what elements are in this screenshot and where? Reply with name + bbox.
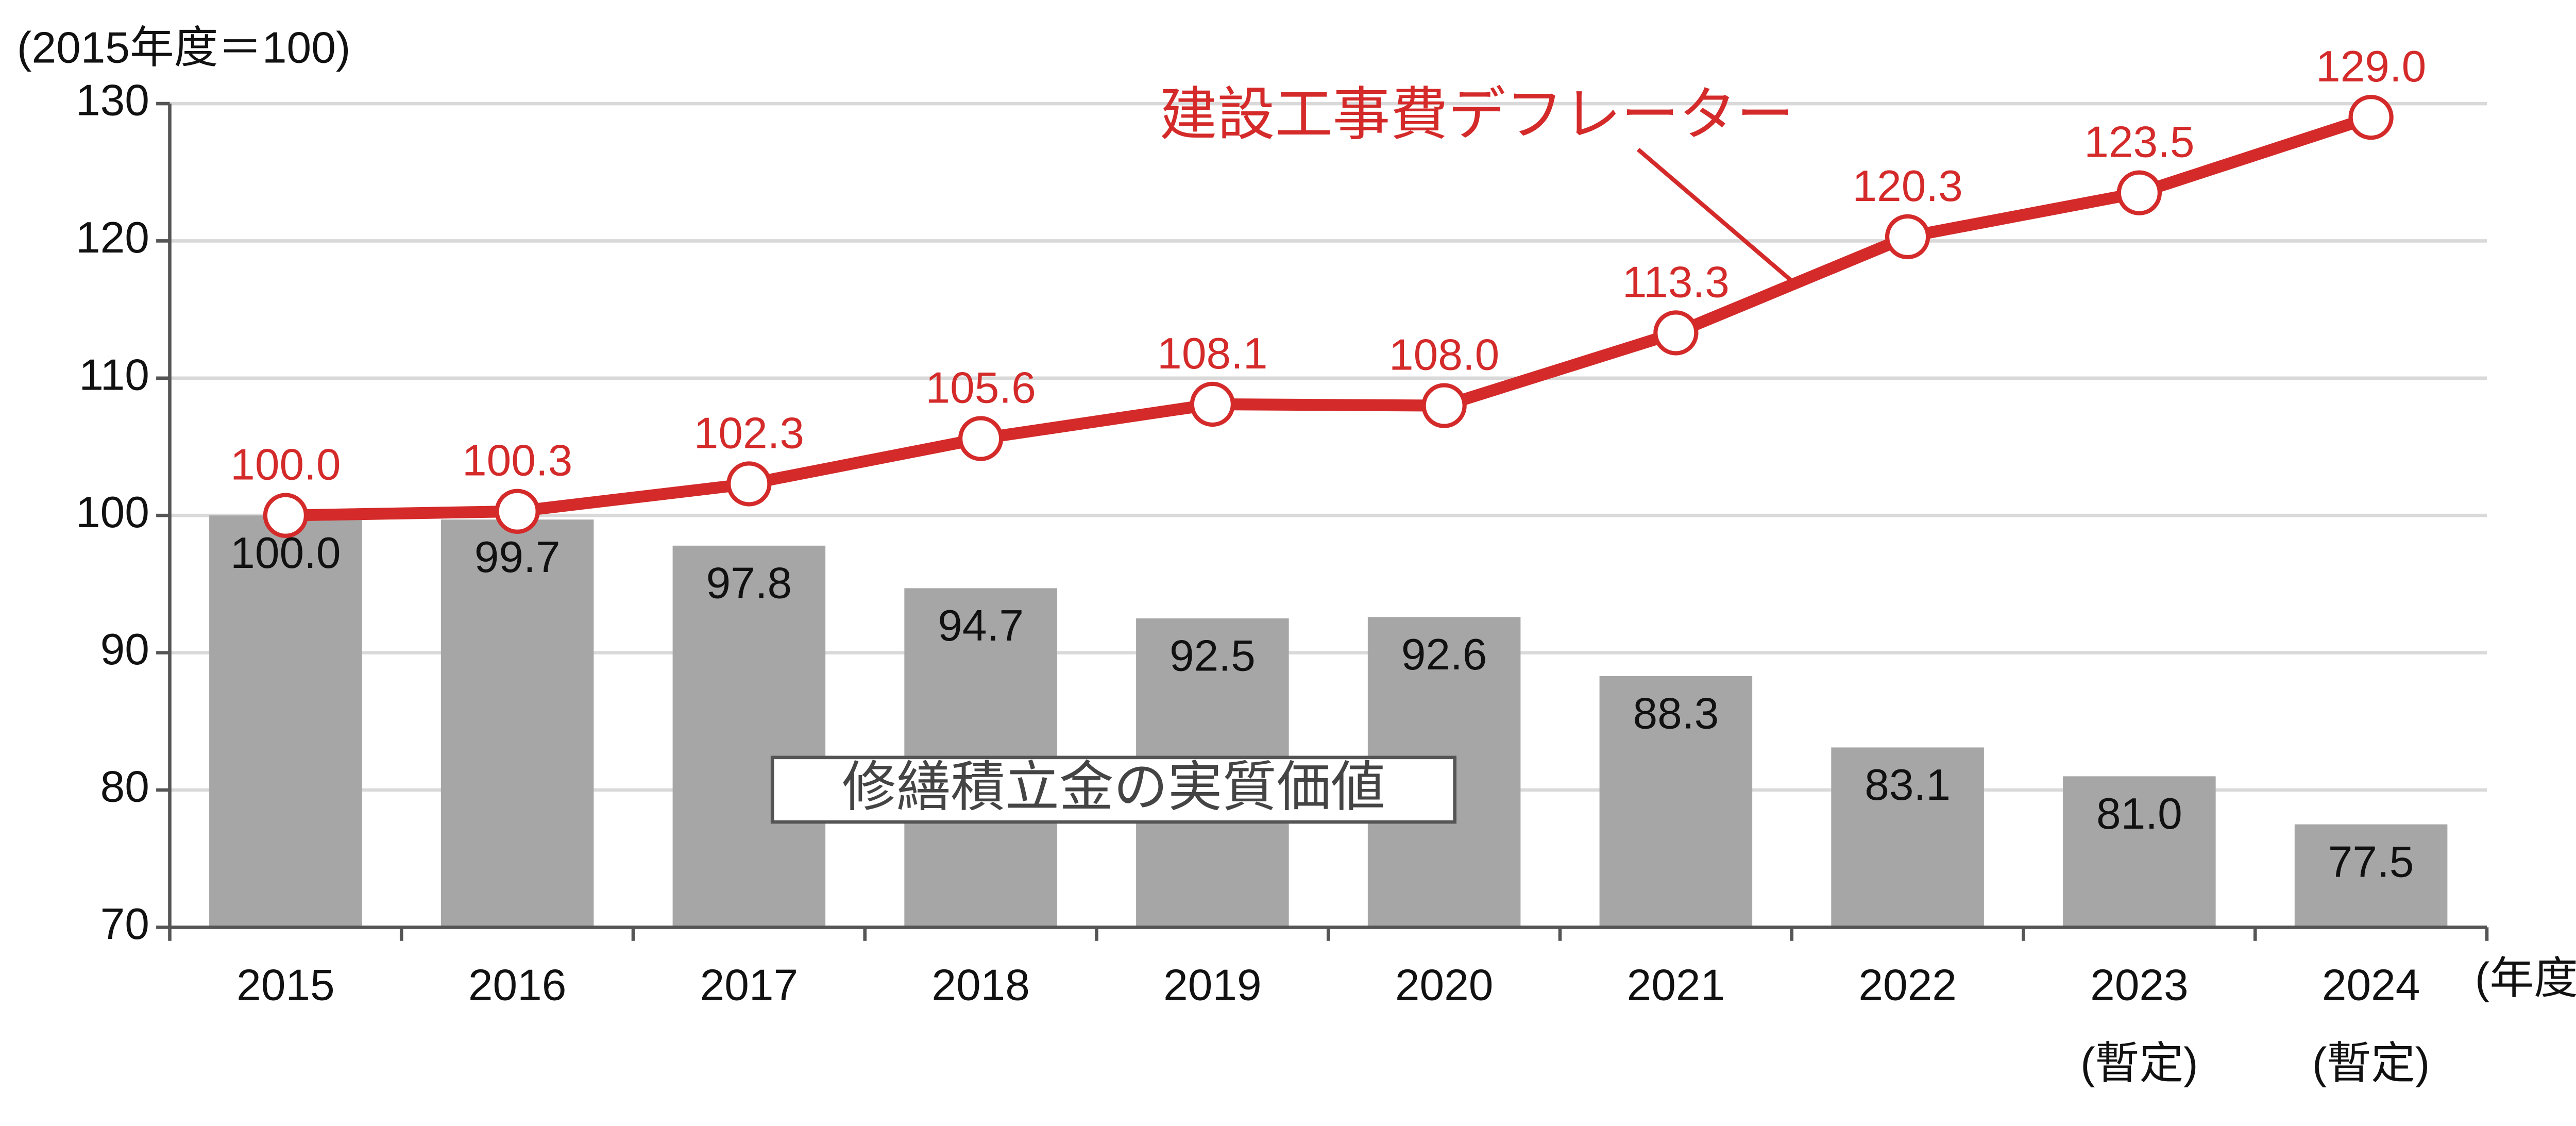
x-tick-label: 2016 [468, 961, 567, 1010]
bar [440, 519, 594, 928]
line-value-label: 100.0 [230, 440, 341, 490]
line-value-label: 100.3 [462, 436, 572, 485]
x-tick-label: 2024 [2322, 961, 2420, 1010]
line-value-label: 105.6 [925, 363, 1036, 412]
bar-value-label: 92.5 [1170, 631, 1256, 681]
x-tick-label: 2015 [236, 961, 335, 1010]
bar-value-label: 83.1 [1865, 760, 1951, 810]
x-tick-label: 2017 [700, 961, 799, 1010]
line-value-label: 129.0 [2316, 42, 2426, 91]
bar-value-label: 88.3 [1633, 689, 1719, 738]
bar-series-label: 修繕積立金の実質価値 [842, 758, 1385, 818]
line-value-label: 102.3 [694, 408, 804, 458]
x-tick-label: 2023 [2090, 961, 2189, 1010]
bar-series-label-box [770, 755, 1456, 824]
bar-value-label: 94.7 [938, 601, 1024, 650]
x-tick-note: (暫定) [2080, 1038, 2198, 1088]
line-value-label: 113.3 [1622, 257, 1730, 307]
bar-value-label: 97.8 [706, 559, 792, 608]
line-marker [1421, 383, 1467, 428]
bar [2294, 824, 2448, 928]
y-tick-label: 120 [76, 213, 149, 262]
x-tick-label: 2021 [1627, 961, 1725, 1010]
bar [209, 515, 362, 928]
bar-value-label: 99.7 [474, 532, 561, 582]
bar [1599, 676, 1753, 928]
line-value-label: 120.3 [1852, 161, 1962, 211]
y-axis-label: (2015年度＝100) [17, 23, 350, 72]
bar-value-label: 81.0 [2096, 789, 2182, 838]
x-tick-label: 2018 [931, 961, 1030, 1010]
bar-value-label: 77.5 [2328, 837, 2414, 886]
bar [1831, 747, 1984, 928]
bar [2063, 776, 2216, 928]
line-series-leader [1636, 147, 1792, 282]
line-marker [1653, 310, 1699, 356]
line-marker [1190, 381, 1235, 427]
line-marker [2116, 170, 2162, 215]
line-series-label: 建設工事費デフレーター [1160, 82, 1794, 146]
y-tick-label: 90 [100, 625, 149, 674]
y-tick-label: 110 [79, 350, 149, 399]
y-tick-label: 80 [100, 762, 149, 812]
x-axis-label: (年度) [2475, 953, 2576, 1003]
line-marker [2348, 95, 2394, 140]
x-tick-label: 2019 [1163, 961, 1262, 1010]
y-tick-label: 130 [76, 76, 149, 125]
y-tick-label: 100 [76, 488, 149, 537]
line-value-label: 108.1 [1157, 329, 1267, 378]
line-marker [958, 416, 1004, 461]
line-marker [1885, 214, 1930, 260]
line [285, 111, 2373, 522]
y-tick-label: 70 [100, 899, 149, 949]
line-value-label: 108.0 [1389, 330, 1499, 379]
x-tick-note: (暫定) [2312, 1038, 2430, 1088]
line-value-label: 123.5 [2084, 117, 2194, 167]
bar [672, 545, 826, 928]
line-marker [726, 461, 772, 507]
bar-value-label: 92.6 [1401, 630, 1487, 679]
x-tick-label: 2022 [1858, 961, 1957, 1010]
line-marker [495, 489, 540, 534]
x-tick-label: 2020 [1395, 961, 1494, 1010]
line-marker [263, 493, 309, 538]
